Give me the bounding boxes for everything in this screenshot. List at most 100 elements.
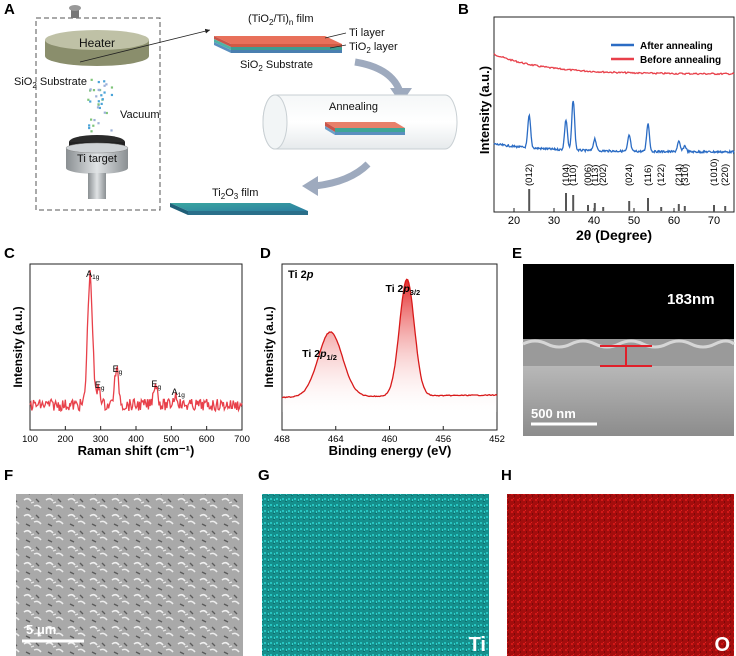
raman-x-tick-label: 600 <box>199 434 215 445</box>
xrd-y-axis-label: Intensity (a.u.) <box>477 66 492 154</box>
xrd-reference-label: (104) <box>561 164 572 186</box>
raman-x-ticks: 100 200 300 400 500 600 700 <box>22 426 250 445</box>
raman-x-tick-label: 300 <box>93 434 109 445</box>
annealing-tube: Annealing <box>262 94 458 150</box>
ti2o3-film <box>170 203 308 215</box>
panel-f-surface-sem: F 5 μm <box>4 467 243 656</box>
process-arrow-1 <box>354 58 404 94</box>
panel-a-schematic: A Heater SiO2 Substrate Vacuum Ti target <box>4 1 458 215</box>
raman-peak-label: A1g <box>86 269 100 281</box>
vacuum-particle <box>110 93 114 97</box>
xrd-x-tick-label: 60 <box>668 215 680 227</box>
xrd-reference-label: (220) <box>720 164 731 186</box>
vacuum-particle <box>87 98 90 101</box>
vacuum-particle <box>103 80 106 83</box>
sem-scalebar-label: 500 nm <box>531 406 576 421</box>
raman-x-tick-label: 200 <box>57 434 73 445</box>
vacuum-particle <box>90 130 93 133</box>
vacuum-particles <box>87 78 114 133</box>
raman-peak-label: Eg <box>95 380 105 392</box>
vacuum-particle <box>95 95 98 98</box>
raman-peak-label: A1g <box>172 387 186 399</box>
vacuum-particle <box>89 100 92 103</box>
xrd-x-tick-label: 70 <box>708 215 720 227</box>
panel-b-xrd: B Intensity (a.u.) 2θ (Degree) 20 30 40 50 6… <box>458 1 735 243</box>
panel-letter-f: F <box>4 467 13 484</box>
xps-peak-label: Ti 2p1/2 <box>302 348 337 362</box>
xrd-reference-label: (202) <box>598 164 609 186</box>
vacuum-particle <box>103 84 106 87</box>
vacuum-particle <box>89 89 92 92</box>
vacuum-particle <box>89 88 92 91</box>
vacuum-particle <box>110 129 113 132</box>
vacuum-particle <box>100 94 103 97</box>
xrd-x-tick-label: 50 <box>628 215 640 227</box>
heater: Heater <box>45 5 149 66</box>
heater-label: Heater <box>79 36 115 50</box>
xrd-x-tick-label: 40 <box>588 215 600 227</box>
raman-peak-label: Eg <box>113 364 123 376</box>
target-label: Ti target <box>77 153 117 165</box>
xrd-series-after-annealing <box>493 100 735 155</box>
xrd-reference-label: (1010) <box>709 159 720 186</box>
legend-before-annealing: Before annealing <box>640 55 721 66</box>
vacuum-particle <box>105 111 108 115</box>
substrate-label: SiO2 Substrate <box>14 76 87 90</box>
surface-scalebar-label: 5 μm <box>26 622 56 637</box>
xrd-reference-label: (006) <box>583 164 594 186</box>
thickness-marker <box>600 345 652 367</box>
panel-letter-h: H <box>501 467 512 484</box>
annealing-label: Annealing <box>329 101 378 113</box>
panel-e-cross-section-sem: E 183nm 500 nm <box>512 245 735 436</box>
sem-film-layer <box>523 339 734 366</box>
xrd-x-axis-label: 2θ (Degree) <box>576 227 652 243</box>
film-thickness-label: 183nm <box>667 291 715 308</box>
xrd-plot-frame <box>493 16 735 213</box>
ti2o3-film-label: Ti2O3 film <box>212 187 258 201</box>
vacuum-particle <box>110 86 114 89</box>
raman-x-tick-label: 400 <box>128 434 144 445</box>
panel-letter-b: B <box>458 1 469 18</box>
panel-letter-e: E <box>512 245 522 262</box>
vacuum-particle <box>98 106 101 110</box>
vacuum-particle <box>103 111 106 114</box>
xps-fill <box>282 279 497 412</box>
xps-x-axis-label: Binding energy (eV) <box>329 443 452 458</box>
ti-target: Ti target <box>65 135 129 199</box>
xps-y-axis-label: Intensity (a.u.) <box>262 306 276 387</box>
xrd-reference-label: (024) <box>624 164 635 186</box>
xps-x-tick-label: 460 <box>382 434 398 445</box>
xps-peak-labels: Ti 2p1/2 Ti 2p3/2 <box>302 283 420 362</box>
vacuum-particle <box>97 80 100 84</box>
ti-map-label: Ti <box>469 634 486 656</box>
raman-series <box>29 270 243 413</box>
ti-element-map <box>262 494 489 656</box>
surface-sem-image <box>16 494 243 656</box>
vacuum-particle <box>100 102 103 105</box>
xps-title: Ti 2p <box>288 269 314 281</box>
xrd-reference-label: (110) <box>568 165 579 186</box>
vacuum-particle <box>90 78 93 81</box>
vacuum-particle <box>103 91 106 94</box>
panel-letter-d: D <box>260 245 271 262</box>
xrd-reference-label: (214) <box>674 164 685 186</box>
vacuum-particle <box>88 124 91 127</box>
raman-x-axis-label: Raman shift (cm⁻¹) <box>78 443 195 458</box>
xps-peak-label: Ti 2p3/2 <box>385 283 420 297</box>
sio2-substrate-label: SiO2 Substrate <box>240 59 313 73</box>
vacuum-particle <box>97 103 100 106</box>
vacuum-particle <box>97 100 100 103</box>
vacuum-particle <box>98 88 101 92</box>
panel-letter-c: C <box>4 245 15 262</box>
sem-vacuum-region <box>523 264 734 339</box>
xrd-reference-label: (113) <box>590 165 601 186</box>
xps-x-tick-label: 456 <box>435 434 451 445</box>
vacuum-particle <box>97 122 100 125</box>
xrd-series-before-annealing <box>493 53 735 76</box>
raman-peak-labels: A1g Eg Eg Eg A1g <box>86 269 185 399</box>
vacuum-particle <box>101 98 104 101</box>
vacuum-particle <box>92 124 95 127</box>
xrd-x-tick-label: 30 <box>548 215 560 227</box>
xps-x-tick-label: 452 <box>489 434 505 445</box>
o-map-label: O <box>714 634 730 656</box>
